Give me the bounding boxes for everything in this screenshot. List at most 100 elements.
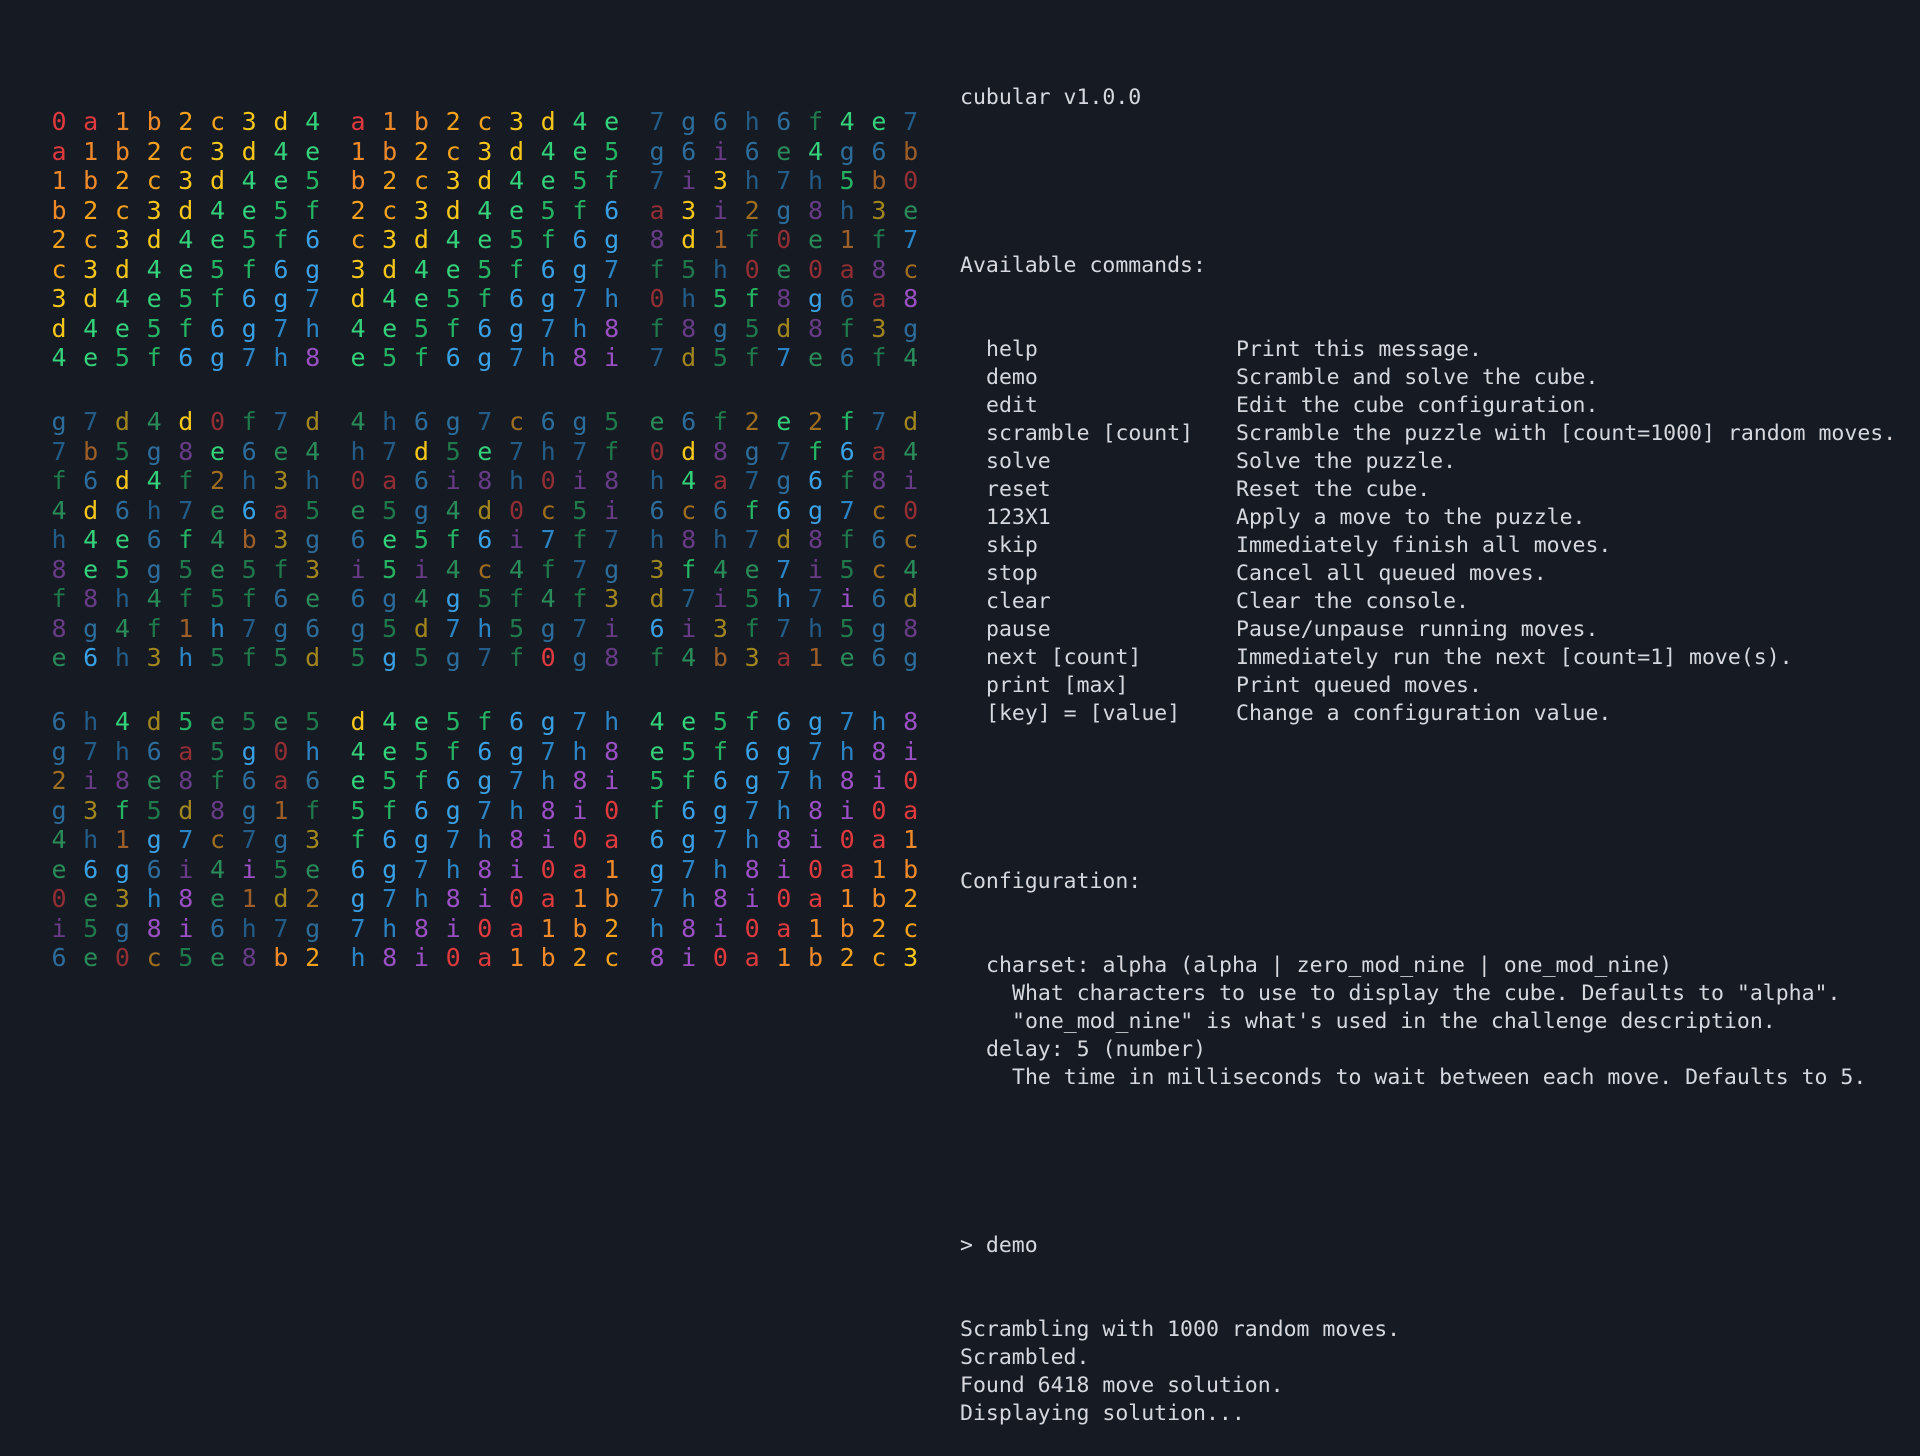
cube-cell: 7 — [477, 795, 493, 825]
cube-cell: 7 — [776, 613, 792, 643]
cube-cell: 0 — [807, 854, 824, 884]
cube-cell: 8 — [146, 913, 162, 943]
cube-cell: 0 — [209, 407, 226, 436]
cube-cell: 0 — [540, 643, 556, 672]
cube-cell: 7 — [776, 166, 792, 195]
cube-cell: 5 — [178, 554, 194, 584]
cube-cell: f — [807, 107, 824, 136]
cube-cell: f — [508, 254, 525, 284]
cube-cell: 4 — [146, 584, 162, 613]
cube-cell: d — [241, 136, 257, 166]
cube-cell: 6 — [839, 343, 855, 372]
cube-cell: c — [83, 225, 99, 254]
cube-cell: h — [540, 766, 556, 795]
cube-cell: 8 — [477, 466, 493, 495]
cube-cell: 4 — [273, 136, 289, 166]
cube-cell: g — [209, 343, 226, 372]
cube-cell: 8 — [477, 854, 493, 884]
cube-cell: 8 — [508, 825, 525, 854]
cube-cell: i — [681, 613, 697, 643]
cube-cell: 5 — [273, 643, 289, 672]
cube-cell: 6 — [712, 107, 728, 136]
cube-cell: i — [604, 766, 620, 795]
cube-cell: f — [681, 766, 697, 795]
cube-cell: g — [146, 554, 162, 584]
command-list: help Print this message. demo Scramble and … — [960, 336, 1896, 728]
cube-cell: i — [508, 525, 525, 554]
cube-cell: 6 — [83, 643, 99, 672]
cube-cell: 4 — [903, 343, 919, 372]
cube-cell: e — [350, 766, 366, 795]
cube-cell: d — [649, 584, 665, 613]
cube-cell: c — [477, 554, 493, 584]
cube-cell: g — [445, 407, 461, 436]
config-help: The time in milliseconds to wait between… — [1012, 1065, 1867, 1090]
cube-cell: 1 — [871, 854, 887, 884]
commands-header: Available commands: — [960, 253, 1206, 278]
command-name: 123X1 — [986, 505, 1051, 530]
cube-cell: e — [209, 225, 226, 254]
cube-cell: f — [508, 584, 525, 613]
cube-cell: i — [604, 343, 620, 372]
cube-cell: i — [445, 466, 461, 495]
cube-cell: 4 — [51, 343, 67, 372]
cube-cell: 5 — [273, 195, 289, 225]
cube-cell: g — [839, 136, 855, 166]
cube-cell: 2 — [871, 913, 887, 943]
cube-cell: e — [445, 254, 461, 284]
cube-cell: h — [604, 707, 620, 736]
cube-cell: e — [51, 854, 67, 884]
cube-cell: 7 — [807, 736, 824, 766]
cube-cell: 4 — [209, 195, 226, 225]
cube-cell: 2 — [382, 166, 398, 195]
cube-cell: g — [540, 613, 556, 643]
cube-cell: b — [807, 943, 824, 972]
cube-cell: 2 — [209, 466, 226, 495]
cube-cell: 4 — [146, 407, 162, 436]
cube-cell: e — [209, 495, 226, 525]
command-description: Clear the console. — [1236, 589, 1469, 614]
cube-cell: e — [114, 313, 130, 343]
cube-cell: 7 — [776, 343, 792, 372]
cube-cell: 5 — [508, 225, 525, 254]
config-setting: delay: 5 (number) — [986, 1037, 1207, 1062]
cube-cell: f — [744, 495, 760, 525]
cube-cell: e — [382, 525, 398, 554]
cube-cell: f — [178, 313, 194, 343]
cube-cell: g — [273, 284, 289, 313]
cube-cell: f — [209, 284, 226, 313]
cube-cell: 7 — [572, 436, 588, 466]
cube-cell: 6 — [871, 136, 887, 166]
cube-cell: 7 — [572, 284, 588, 313]
cube-cell: 1 — [572, 884, 588, 913]
cube-cell: 6 — [712, 495, 728, 525]
cube-cell: f — [744, 225, 760, 254]
cube-cell: h — [572, 736, 588, 766]
cube-cell: 8 — [649, 943, 665, 972]
cube-cell: 7 — [807, 584, 824, 613]
cube-cell: 3 — [871, 313, 887, 343]
cube-cell: g — [146, 436, 162, 466]
cube-cell: 7 — [903, 107, 919, 136]
cube-cell: d — [83, 284, 99, 313]
cube-cell: h — [649, 525, 665, 554]
cube-cell: d — [114, 466, 130, 495]
cube-cell: 6 — [146, 854, 162, 884]
cube-cell: 6 — [241, 436, 257, 466]
cube-cell: h — [413, 884, 429, 913]
cube-cell: g — [508, 736, 525, 766]
cube-cell: 6 — [350, 854, 366, 884]
cube-cell: 6 — [508, 707, 525, 736]
cube-cell: 4 — [445, 225, 461, 254]
cube-cell: 4 — [209, 854, 226, 884]
command-description: Change a configuration value. — [1236, 701, 1612, 726]
cube-cell: d — [903, 407, 919, 436]
cube-cell: h — [477, 825, 493, 854]
cube-cell: e — [209, 884, 226, 913]
cube-cell: 0 — [51, 107, 67, 136]
cube-cell: 8 — [209, 795, 226, 825]
cube-cell: h — [305, 313, 321, 343]
cube-cell: h — [681, 884, 697, 913]
cube-cell: h — [83, 707, 99, 736]
cube-cell: e — [241, 195, 257, 225]
